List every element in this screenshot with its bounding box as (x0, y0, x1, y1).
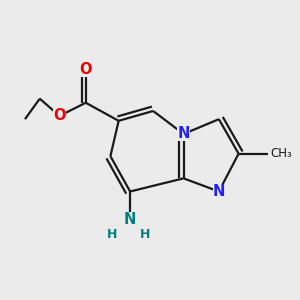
Text: H: H (140, 228, 150, 241)
Text: O: O (53, 108, 66, 123)
Text: CH₃: CH₃ (271, 147, 292, 160)
Text: N: N (213, 184, 225, 199)
Text: H: H (107, 228, 117, 241)
Text: O: O (80, 62, 92, 77)
Text: N: N (177, 127, 190, 142)
Text: N: N (124, 212, 136, 227)
